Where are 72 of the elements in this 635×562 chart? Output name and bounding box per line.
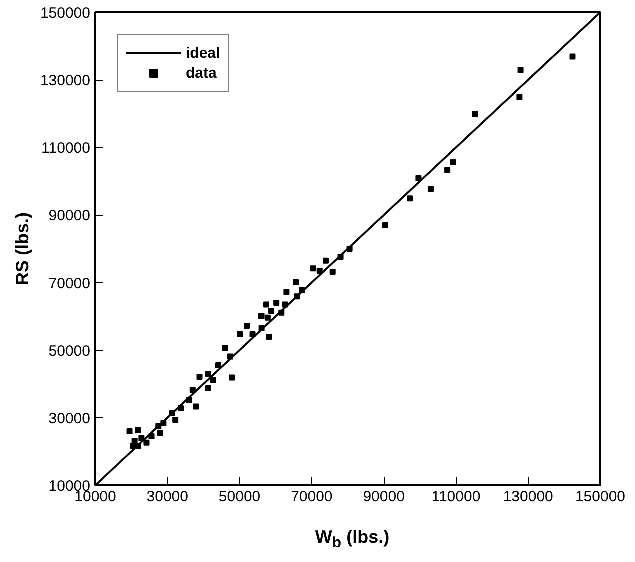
- point: [518, 67, 524, 74]
- point: [444, 167, 451, 174]
- point: [264, 314, 271, 321]
- x-tick-label: 90000: [363, 488, 405, 506]
- point: [205, 371, 212, 378]
- point: [472, 111, 478, 118]
- x-tick-label: 50000: [218, 488, 261, 506]
- point: [274, 300, 280, 306]
- point: [160, 420, 167, 426]
- point: [346, 246, 353, 252]
- point: [250, 331, 256, 338]
- point: [266, 334, 272, 340]
- x-tick-label: 150000: [575, 488, 626, 506]
- point: [284, 289, 290, 296]
- point: [450, 160, 456, 166]
- point: [282, 302, 288, 308]
- point: [428, 186, 434, 192]
- point: [278, 310, 285, 316]
- point: [516, 94, 523, 100]
- point: [299, 288, 306, 294]
- y-tick-label: 30000: [48, 410, 91, 428]
- point: [268, 308, 275, 314]
- point: [148, 434, 155, 440]
- y-tick-label: 130000: [40, 72, 91, 90]
- point: [227, 354, 234, 360]
- x-tick-label: 30000: [146, 488, 189, 506]
- point: [258, 325, 265, 332]
- point: [196, 374, 203, 380]
- point: [169, 410, 176, 417]
- point: [407, 196, 414, 202]
- legend-label: ideal: [186, 44, 220, 62]
- point: [178, 405, 184, 412]
- point: [316, 268, 323, 274]
- point: [222, 345, 228, 352]
- point: [157, 430, 164, 436]
- point: [126, 428, 133, 434]
- point: [294, 294, 300, 300]
- point: [310, 266, 316, 272]
- point: [570, 54, 576, 60]
- y-tick-label: 90000: [48, 208, 91, 225]
- point: [172, 416, 179, 423]
- point: [210, 377, 216, 384]
- point: [205, 386, 212, 392]
- point: [186, 397, 192, 404]
- point: [338, 254, 344, 260]
- point: [263, 302, 270, 308]
- x-tick-label: 130000: [503, 488, 554, 506]
- point: [382, 222, 389, 228]
- point: [237, 331, 244, 338]
- point: [156, 423, 162, 430]
- point: [138, 435, 145, 442]
- y-tick-label: 50000: [48, 342, 91, 360]
- point: [135, 427, 142, 434]
- y-axis-title: RS (lbs.): [12, 212, 32, 286]
- x-axis-title: W$_{b}$ (lbs.): [315, 526, 390, 554]
- point: [190, 387, 196, 394]
- point: [229, 374, 236, 381]
- point: [330, 268, 336, 275]
- legend-label: data: [186, 64, 217, 82]
- point: [216, 362, 222, 369]
- y-tick-label: 70000: [48, 275, 91, 292]
- point: [322, 258, 329, 264]
- x-tick-label: 70000: [291, 488, 333, 506]
- point: [193, 404, 200, 410]
- point: [144, 440, 150, 446]
- x-tick-label: 110000: [432, 488, 481, 506]
- point: [416, 175, 422, 182]
- point: [244, 323, 250, 330]
- point: [130, 443, 136, 450]
- y-tick-label: 110000: [42, 140, 91, 158]
- point: [293, 279, 300, 286]
- y-tick-label: 150000: [40, 5, 91, 22]
